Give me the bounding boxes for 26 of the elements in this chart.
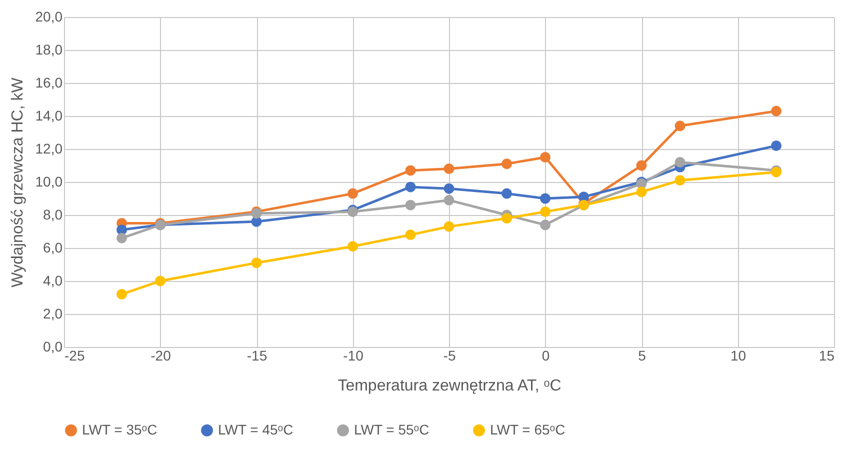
y-tick-label: 12,0 [35, 140, 63, 156]
y-tick-label: 10,0 [35, 174, 63, 190]
x-tick-label: -5 [443, 348, 456, 364]
y-tick-label: 16,0 [35, 74, 63, 90]
x-tick-label: -20 [150, 348, 172, 364]
x-tick-label: 5 [638, 348, 646, 364]
y-tick-label: 8,0 [43, 206, 63, 222]
y-tick-label: 6,0 [43, 240, 63, 256]
x-tick-label: -10 [343, 348, 364, 364]
x-tick-label: -15 [246, 348, 268, 364]
x-tick-label: 10 [730, 348, 746, 364]
legend-label: LWT = 35ᵒC [82, 421, 158, 438]
legend-label: LWT = 45ᵒC [218, 421, 294, 438]
y-tick-label: 18,0 [35, 42, 63, 58]
y-tick-label: 14,0 [35, 108, 63, 124]
y-tick-label: 4,0 [43, 272, 63, 288]
y-tick-label: 2,0 [43, 306, 63, 322]
x-tick-label: -25 [64, 348, 85, 364]
legend-label: LWT = 55ᵒC [354, 421, 430, 438]
y-tick-label: 0,0 [43, 338, 63, 354]
y-axis-title: Wydajność grzewcza HC, kW [9, 76, 26, 288]
x-axis-title: Temperatura zewnętrzna AT, ᵒC [338, 378, 562, 394]
x-tick-label: 15 [818, 348, 835, 364]
legend-label: LWT = 65ᵒC [490, 421, 566, 438]
x-tick-label: 0 [542, 348, 550, 364]
y-tick-label: 20,0 [35, 8, 63, 24]
